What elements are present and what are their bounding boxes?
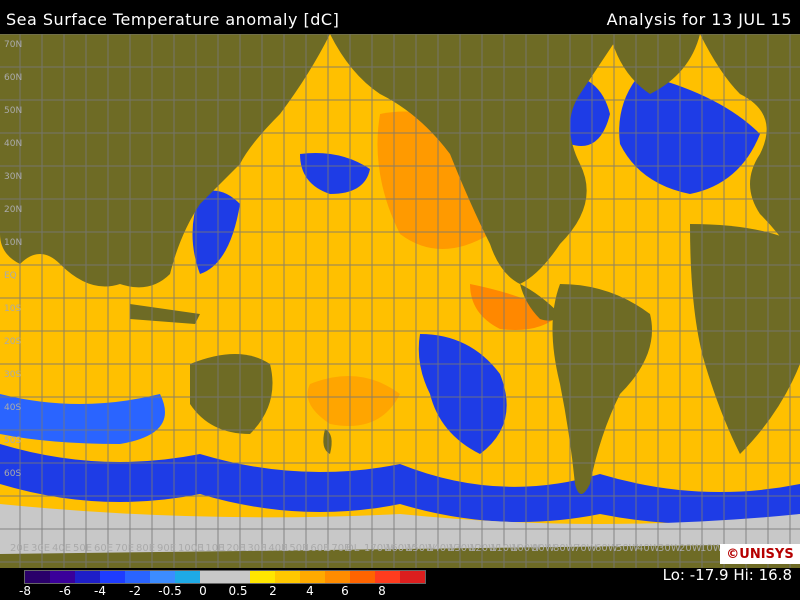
legend-swatch — [225, 571, 250, 583]
lat-label: 50N — [4, 106, 22, 116]
warm-anomaly-east-pacific — [470, 284, 560, 330]
legend-tick: -2 — [129, 584, 141, 598]
color-legend-bar — [24, 570, 426, 584]
lon-label: 170E — [325, 543, 351, 554]
lat-labels: 70N 60N 50N 40N 30N 20N 10N EQ 10S 20S 3… — [4, 40, 22, 479]
lon-label: 10W — [700, 543, 723, 554]
lon-label: 170W — [364, 543, 393, 554]
legend-swatch — [100, 571, 125, 583]
lat-label: 20S — [4, 337, 21, 347]
lon-label: 40W — [637, 543, 660, 554]
europe — [700, 34, 800, 264]
lon-label: 60E — [94, 543, 114, 554]
lon-label: 30E — [31, 543, 51, 554]
lon-label: 120E — [220, 543, 246, 554]
legend-swatch — [375, 571, 400, 583]
lon-label: 70E — [115, 543, 135, 554]
central-america — [520, 284, 560, 321]
lat-label: 10S — [4, 304, 21, 314]
lon-label: 60W — [595, 543, 618, 554]
lon-label: 90E — [157, 543, 177, 554]
lon-label: 70W — [574, 543, 597, 554]
lat-label: 20N — [4, 205, 22, 215]
legend-swatch — [300, 571, 325, 583]
eurasia — [0, 34, 330, 288]
legend-tick-labels: -8 -6 -4 -2 -0.5 0 0.5 2 4 6 8 — [0, 584, 420, 600]
map-title: Sea Surface Temperature anomaly [dC] — [6, 10, 340, 29]
lon-label: 140E — [262, 543, 288, 554]
legend-tick: 8 — [378, 584, 386, 598]
greenland — [610, 34, 700, 94]
lon-label: 150W — [406, 543, 435, 554]
lon-label: 110E — [199, 543, 225, 554]
lon-label: 110W — [490, 543, 519, 554]
lon-label: 50E — [73, 543, 93, 554]
unisys-logo: ©UNISYS — [720, 544, 800, 564]
lon-label: 20W — [679, 543, 702, 554]
legend-swatch — [125, 571, 150, 583]
lon-label: 130E — [241, 543, 267, 554]
lon-label: 160E — [304, 543, 330, 554]
legend-swatch — [200, 571, 225, 583]
lon-label: 130W — [448, 543, 477, 554]
lon-label: 40E — [52, 543, 72, 554]
lon-label: 80W — [553, 543, 576, 554]
sst-map: 70N 60N 50N 40N 30N 20N 10N EQ 10S 20S 3… — [0, 34, 800, 568]
lon-label: 160W — [385, 543, 414, 554]
legend-swatch — [325, 571, 350, 583]
legend-swatch — [25, 571, 50, 583]
lat-label: EQ — [4, 271, 17, 281]
lat-label: 10N — [4, 238, 22, 248]
lon-label: 20E — [10, 543, 30, 554]
legend-tick: -0.5 — [158, 584, 182, 598]
legend-tick: 2 — [269, 584, 277, 598]
lat-label: 70N — [4, 40, 22, 50]
legend-swatch — [150, 571, 175, 583]
cool-anomaly-southern-band — [0, 444, 800, 524]
legend-tick: -8 — [19, 584, 31, 598]
lon-label: 140W — [427, 543, 456, 554]
warm-anomaly-nina — [307, 376, 400, 426]
lon-label: 30W — [658, 543, 681, 554]
lat-label: 30N — [4, 172, 22, 182]
lat-label: 60N — [4, 73, 22, 83]
australia — [190, 354, 273, 434]
lon-label: 150E — [283, 543, 309, 554]
lon-label: 80E — [136, 543, 156, 554]
lat-label: 40N — [4, 139, 22, 149]
cool-anomaly-north-atlantic — [619, 74, 760, 194]
lon-label: 100E — [178, 543, 204, 554]
legend-swatch — [275, 571, 300, 583]
legend-swatch — [400, 571, 425, 583]
indonesia — [130, 304, 200, 324]
lat-label: 40S — [4, 403, 21, 413]
graticule — [0, 34, 800, 568]
south-america — [552, 284, 652, 494]
legend-tick: 0.5 — [228, 584, 248, 598]
lon-label: 50W — [616, 543, 639, 554]
analysis-date: Analysis for 13 JUL 15 — [606, 10, 792, 29]
lat-label: 30S — [4, 370, 21, 380]
longitude-labels: 20E 30E 40E 50E 60E 70E 80E 90E 100E 110… — [0, 543, 723, 557]
legend-tick: -6 — [59, 584, 71, 598]
lon-label: 100W — [511, 543, 540, 554]
legend-tick: -4 — [94, 584, 106, 598]
lon-label: 120W — [469, 543, 498, 554]
lon-label: DL — [346, 543, 360, 554]
cool-anomaly-north-pacific — [300, 153, 370, 194]
legend-tick: 4 — [306, 584, 314, 598]
lat-label: 50S — [4, 436, 21, 446]
legend-swatch — [175, 571, 200, 583]
lat-label: 60S — [4, 469, 21, 479]
lon-label: 90W — [532, 543, 555, 554]
lo-hi-stats: Lo: -17.9 Hi: 16.8 — [662, 566, 792, 584]
cool-anomaly-indian-ocean — [0, 394, 165, 444]
legend-tick: 6 — [341, 584, 349, 598]
legend-swatch — [350, 571, 375, 583]
legend-swatch — [50, 571, 75, 583]
legend-swatch — [250, 571, 275, 583]
legend-swatch — [75, 571, 100, 583]
legend-tick: 0 — [199, 584, 207, 598]
